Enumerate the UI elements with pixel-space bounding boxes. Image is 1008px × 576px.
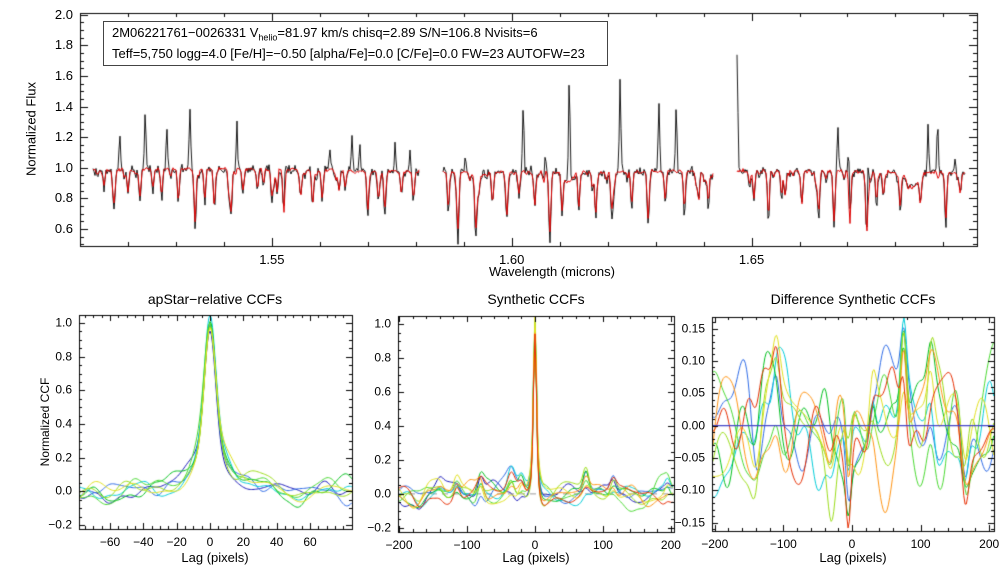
tick-label: 0.8: [54, 190, 73, 206]
annotation-line1: 2M06221761−0026331 Vhelio=81.97 km/s chi…: [112, 25, 538, 43]
tick-label: 60: [303, 535, 317, 549]
tick-label: 0.15: [681, 320, 705, 335]
tick-label: −100: [769, 537, 797, 551]
tick-label: 1.55: [259, 252, 285, 267]
tick-label: 0.2: [374, 452, 391, 467]
tick-label: 0.8: [55, 349, 72, 364]
tick-label: 1.6: [54, 67, 73, 83]
tick-label: 0.4: [55, 416, 72, 431]
tick-label: 0.0: [374, 486, 391, 501]
difference-ccf-title: Difference Synthetic CCFs: [770, 291, 936, 307]
lag-x-axis-title-left: Lag (pixels): [181, 550, 249, 565]
tick-label: 2.0: [54, 6, 73, 22]
tick-label: 0: [848, 537, 856, 551]
tick-label: 200: [979, 537, 1000, 551]
tick-label: 40: [269, 535, 284, 549]
tick-label: 0.00: [681, 417, 705, 432]
tick-label: 1.2: [54, 128, 73, 144]
tick-label: −200: [385, 538, 413, 552]
tick-label: −0.05: [674, 450, 705, 465]
ccf-y-axis-title: Normalized CCF: [38, 377, 52, 467]
fit-annotation-box: 2M06221761−0026331 Vhelio=81.97 km/s chi…: [103, 21, 608, 66]
tick-label: 0.10: [681, 353, 705, 368]
tick-label: 0.0: [55, 483, 72, 498]
tick-label: −20: [166, 535, 187, 549]
tick-label: 0.6: [55, 382, 72, 397]
tick-label: −0.2: [48, 517, 72, 532]
tick-label: 0.2: [55, 449, 72, 464]
tick-label: −0.10: [674, 482, 705, 497]
flux-y-axis-title: Normalized Flux: [23, 82, 39, 176]
tick-label: 0: [531, 538, 539, 552]
tick-label: −40: [133, 535, 154, 549]
tick-label: 1.65: [738, 252, 765, 267]
tick-label: −0.2: [367, 520, 391, 535]
lag-x-axis-title-right: Lag (pixels): [819, 550, 887, 565]
tick-label: 200: [660, 538, 681, 552]
tick-label: 0.05: [681, 385, 705, 400]
tick-label: 1.60: [499, 252, 525, 267]
tick-label: −0.15: [674, 514, 705, 529]
tick-label: 1.0: [55, 315, 72, 330]
tick-label: 0.6: [374, 384, 391, 399]
tick-label: 0.4: [374, 418, 391, 433]
tick-label: 0.6: [54, 220, 73, 236]
tick-label: −60: [99, 535, 121, 549]
tick-label: 20: [236, 535, 251, 549]
synthetic-ccf-title: Synthetic CCFs: [487, 291, 585, 307]
tick-label: 0.8: [374, 350, 391, 365]
lag-x-axis-title-middle: Lag (pixels): [502, 550, 570, 565]
annotation-line2: Teff=5,750 logg=4.0 [Fe/H]=−0.50 [alpha/…: [112, 45, 585, 61]
tick-label: 100: [592, 538, 613, 552]
wavelength-x-axis-title: Wavelength (microns): [489, 264, 615, 279]
tick-label: 0: [206, 535, 214, 549]
tick-label: 1.4: [54, 98, 73, 114]
tick-label: 1.0: [54, 159, 73, 175]
apstar-ccf-title: apStar−relative CCFs: [147, 291, 283, 307]
tick-label: 1.0: [374, 316, 391, 331]
tick-label: 100: [910, 537, 931, 551]
tick-label: −200: [701, 537, 729, 551]
tick-label: 1.8: [54, 36, 73, 52]
tick-label: −100: [453, 538, 481, 552]
